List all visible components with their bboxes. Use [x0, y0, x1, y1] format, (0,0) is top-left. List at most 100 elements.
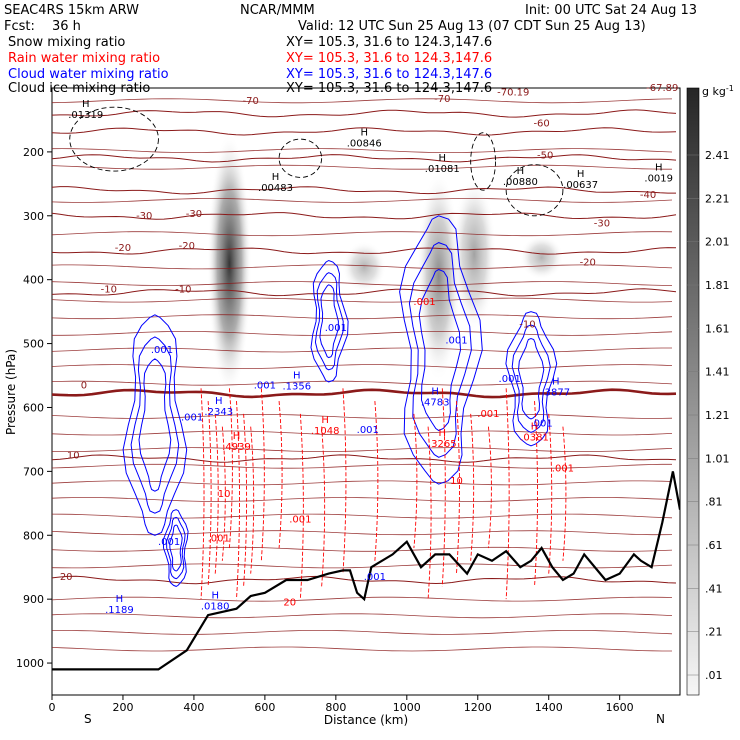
high-marker: H: [116, 594, 124, 605]
rain-contour: [342, 388, 347, 574]
colorbar-label: .81: [705, 496, 723, 509]
cloud-ice-contour: [470, 132, 496, 191]
contour-value-label: .001: [413, 297, 435, 308]
rain-contour: [470, 413, 475, 561]
y-axis-label: Pressure (hPa): [4, 349, 18, 435]
isotherm-10: [52, 454, 677, 463]
snow-core-1: [416, 171, 461, 382]
high-marker: H: [577, 169, 585, 180]
cloud-water-contour: [511, 324, 551, 433]
x-tick-label: 400: [183, 701, 204, 714]
isotherm-minor: [52, 380, 673, 386]
contour-value-label: 10: [450, 476, 463, 487]
init-time: Init: 00 UTC Sat 24 Aug 13: [525, 3, 697, 18]
cloud-water-contour: [314, 272, 344, 371]
snow-core-4: [519, 234, 564, 280]
high-marker: H: [552, 377, 560, 388]
isotherm-minor: [52, 430, 673, 436]
colorbar-label: 1.21: [705, 409, 730, 422]
high-value: .0381: [520, 432, 549, 443]
y-tick-label: 200: [23, 146, 44, 159]
isotherm-label: -10: [101, 284, 117, 295]
cloud-water-contour: [399, 215, 483, 485]
cloud-water-contour: [169, 524, 183, 572]
high-marker: H: [439, 153, 447, 164]
isotherm-minor: [52, 646, 672, 652]
field-xy-snow: XY= 105.3, 31.6 to 124.3,147.6: [286, 35, 492, 50]
rain-contour: [427, 426, 432, 600]
contour-value-label: .001: [208, 534, 230, 545]
high-value: .1048: [311, 426, 340, 437]
colorbar-label: 1.61: [705, 322, 730, 335]
rain-contour: [221, 426, 226, 561]
cloud-water-contour: [418, 268, 462, 432]
isotherm-label: 0: [81, 380, 87, 391]
high-marker: H: [360, 128, 368, 139]
field-xy-rain: XY= 105.3, 31.6 to 124.3,147.6: [286, 51, 492, 66]
y-tick-label: 800: [23, 529, 44, 542]
isotherm-minor: [52, 347, 672, 353]
isotherm-minor: [52, 480, 673, 486]
colorbar-ramp: [686, 87, 700, 696]
rain-contour: [562, 426, 567, 561]
isotherm--20: [52, 247, 677, 255]
contour-value-label: .001: [181, 412, 203, 423]
isotherm-label: 20: [60, 572, 73, 583]
x-axis-label: Distance (km): [324, 713, 408, 727]
terrain-layer: [52, 471, 680, 671]
isotherm-label: 10: [67, 451, 80, 462]
high-marker: H: [272, 172, 280, 183]
field-xy-cloud-water: XY= 105.3, 31.6 to 124.3,147.6: [286, 67, 492, 82]
high-marker: H: [531, 421, 539, 432]
isotherm--40: [52, 186, 676, 195]
contour-value-label: .001: [254, 380, 276, 391]
x-axis-right-end: N: [656, 712, 665, 726]
contour-value-label: .001: [477, 409, 499, 420]
isotherm-label: -30: [186, 209, 202, 220]
high-value: .01319: [68, 110, 103, 121]
snow-core-3: [342, 241, 387, 293]
x-tick-label: 600: [254, 701, 275, 714]
contour-value-label: .001: [158, 537, 180, 548]
isotherm-minor: [52, 463, 672, 469]
isotherm-label: -50: [537, 150, 553, 161]
isotherm-minor: [52, 98, 673, 104]
high-value: .00637: [563, 180, 598, 191]
isotherm-label: -60: [533, 118, 549, 129]
isotherm-label: -70.19: [497, 88, 529, 99]
isotherm-label: -70: [243, 96, 259, 107]
x-tick-label: 800: [325, 701, 346, 714]
isotherm-minor: [52, 497, 673, 502]
high-value: .4939: [222, 442, 251, 453]
rain-contour: [299, 413, 304, 600]
rain-contour: [228, 388, 233, 549]
colorbar-label: 2.21: [705, 192, 730, 205]
contour-value-label: .001: [445, 336, 467, 347]
isotherm-label: -10: [175, 284, 191, 295]
x-axis-left-end: S: [84, 712, 92, 726]
colorbar-label: 2.41: [705, 149, 730, 162]
isotherm-label: -40: [640, 190, 656, 201]
rain-contour: [243, 413, 248, 587]
isotherm-minor: [52, 281, 673, 286]
colorbar-unit: g kg-1: [702, 84, 734, 98]
high-value: .1189: [105, 605, 134, 616]
isotherm--50: [52, 154, 677, 163]
field-label-cloud-water: Cloud water mixing ratio: [8, 67, 169, 82]
plot-frame: [51, 87, 681, 696]
y-tick-label: 600: [23, 401, 44, 414]
isotherm-minor: [52, 563, 673, 569]
cloud-ice-contour: [505, 164, 564, 217]
y-axis: 200 300 400 500 600 700 800 900 1000: [16, 146, 52, 670]
cloud-water-contours: [122, 215, 558, 587]
forecast-hour: 36 h: [52, 19, 81, 34]
valid-time: Valid: 12 UTC Sun 25 Aug 13 (07 CDT Sun …: [298, 19, 646, 34]
cloud-ice-contour: [278, 138, 323, 178]
center-title: NCAR/MMM: [240, 3, 315, 18]
isotherm-20: [52, 575, 677, 585]
isotherm-minor: [52, 264, 673, 270]
rain-contour: [374, 401, 379, 561]
rain-contour: [456, 401, 460, 574]
cloud-water-contour: [166, 516, 186, 580]
x-tick-label: 1600: [606, 701, 634, 714]
